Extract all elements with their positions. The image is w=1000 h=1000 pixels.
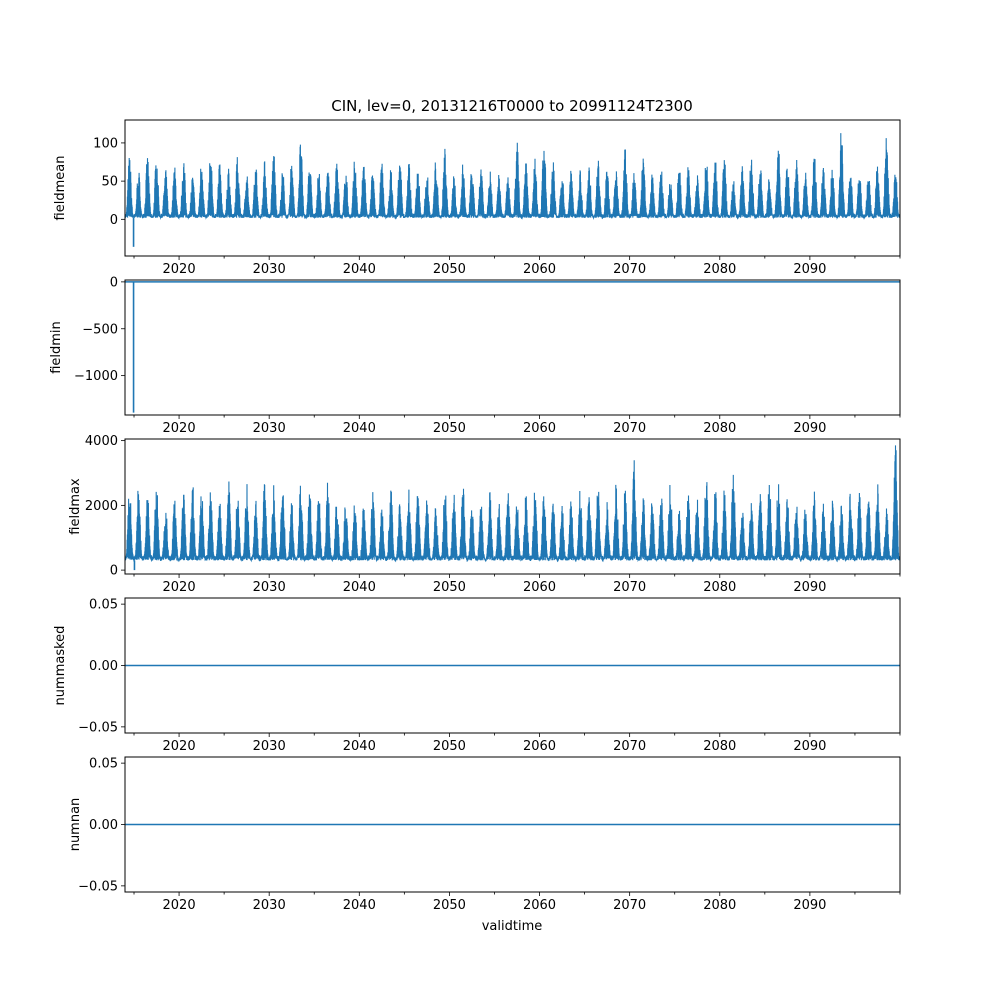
panel-nummasked: 2020 2030 2040 2050 2060 2070 2080 2090 0.05 0.00… [53, 597, 901, 754]
numnan-xtick-label-2080: 2080 [703, 898, 736, 913]
numnan-xtick-label-2030: 2030 [253, 898, 286, 913]
nummasked-xtick-label-2050: 2050 [433, 739, 466, 754]
panel-fieldmean: 2020 2030 2040 2050 2060 2070 2080 2090 0 50 100 fi… [53, 119, 901, 277]
fieldmean-series [125, 133, 900, 247]
fieldmax-series [125, 445, 900, 571]
fieldmax-y-axis-label: fieldmax [68, 478, 83, 535]
fieldmax-xtick-label-2050: 2050 [433, 580, 466, 595]
fieldmax-ytick-label-1: 2000 [85, 499, 118, 514]
numnan-xtick-label-2040: 2040 [343, 898, 376, 913]
numnan-ytick-label-2: −0.05 [78, 879, 118, 894]
x-axis-label: validtime [482, 919, 543, 934]
fieldmean-y-axis-label: fieldmean [53, 156, 68, 221]
fieldmax-xtick-label-2040: 2040 [343, 580, 376, 595]
fieldmin-xtick-label-2070: 2070 [613, 421, 646, 436]
nummasked-xtick-label-2030: 2030 [253, 739, 286, 754]
fieldmax-xtick-label-2030: 2030 [253, 580, 286, 595]
nummasked-xtick-label-2060: 2060 [523, 739, 556, 754]
fieldmax-ytick-label-0: 0 [110, 564, 118, 579]
subplots: 2020 2030 2040 2050 2060 2070 2080 2090 0 50 100 fi… [49, 119, 901, 913]
fieldmin-xtick-label-2080: 2080 [703, 421, 736, 436]
fieldmean-xtick-label-2080: 2080 [703, 262, 736, 277]
fieldmin-ytick-label-2: −1000 [74, 369, 118, 384]
fieldmean-xtick-label-2050: 2050 [433, 262, 466, 277]
nummasked-xtick-label-2080: 2080 [703, 739, 736, 754]
fieldmean-ytick-label-2: 100 [93, 136, 118, 151]
fieldmin-xtick-label-2090: 2090 [793, 421, 826, 436]
fieldmin-xtick-label-2040: 2040 [343, 421, 376, 436]
fieldmin-xtick-label-2050: 2050 [433, 421, 466, 436]
numnan-ytick-label-1: 0.00 [89, 818, 118, 833]
fieldmean-xtick-label-2060: 2060 [523, 262, 556, 277]
nummasked-xtick-label-2070: 2070 [613, 739, 646, 754]
nummasked-xtick-label-2090: 2090 [793, 739, 826, 754]
nummasked-xtick-label-2040: 2040 [343, 739, 376, 754]
fieldmin-axes-frame [124, 279, 901, 416]
fieldmax-xtick-label-2090: 2090 [793, 580, 826, 595]
nummasked-ytick-label-2: −0.05 [78, 720, 118, 735]
fieldmax-xtick-label-2060: 2060 [523, 580, 556, 595]
nummasked-ytick-label-0: 0.05 [89, 598, 118, 613]
panel-numnan: 2020 2030 2040 2050 2060 2070 2080 2090 0.05 0.00… [68, 756, 901, 913]
fieldmean-ytick-label-1: 50 [101, 175, 118, 190]
fieldmean-xtick-label-2070: 2070 [613, 262, 646, 277]
fieldmin-ytick-label-0: 0 [110, 275, 118, 290]
nummasked-xtick-label-2020: 2020 [163, 739, 196, 754]
fieldmean-line [125, 133, 900, 220]
fieldmax-ytick-label-2: 4000 [85, 434, 118, 449]
fieldmin-xtick-label-2060: 2060 [523, 421, 556, 436]
fieldmax-xtick-label-2070: 2070 [613, 580, 646, 595]
fieldmean-xtick-label-2030: 2030 [253, 262, 286, 277]
fieldmean-ytick-label-0: 0 [110, 213, 118, 228]
chart-title: CIN, lev=0, 20131216T0000 to 20991124T23… [331, 97, 693, 115]
numnan-xtick-label-2090: 2090 [793, 898, 826, 913]
panel-fieldmin: 2020 2030 2040 2050 2060 2070 2080 2090 0 −500 −10… [49, 275, 901, 436]
fieldmax-xtick-label-2080: 2080 [703, 580, 736, 595]
nummasked-y-axis-label: nummasked [53, 626, 68, 706]
fieldmin-xtick-label-2020: 2020 [163, 421, 196, 436]
numnan-xtick-label-2050: 2050 [433, 898, 466, 913]
numnan-xtick-label-2060: 2060 [523, 898, 556, 913]
fieldmin-series [125, 281, 900, 413]
fieldmax-line [125, 445, 900, 563]
numnan-y-axis-label: numnan [68, 798, 83, 852]
nummasked-ytick-label-1: 0.00 [89, 659, 118, 674]
panel-fieldmax: 2020 2030 2040 2050 2060 2070 2080 2090 0 2000 400… [68, 434, 901, 595]
numnan-xtick-label-2020: 2020 [163, 898, 196, 913]
fieldmin-xtick-label-2030: 2030 [253, 421, 286, 436]
fieldmean-xtick-label-2020: 2020 [163, 262, 196, 277]
fieldmin-y-axis-label: fieldmin [49, 321, 64, 374]
fieldmean-xtick-label-2040: 2040 [343, 262, 376, 277]
numnan-xtick-label-2070: 2070 [613, 898, 646, 913]
fieldmax-xtick-label-2020: 2020 [163, 580, 196, 595]
fieldmax-axes-frame [124, 438, 901, 575]
fieldmean-axes-frame [124, 119, 901, 257]
fieldmin-ytick-label-1: −500 [82, 322, 118, 337]
numnan-ytick-label-0: 0.05 [89, 757, 118, 772]
fieldmean-xtick-label-2090: 2090 [793, 262, 826, 277]
